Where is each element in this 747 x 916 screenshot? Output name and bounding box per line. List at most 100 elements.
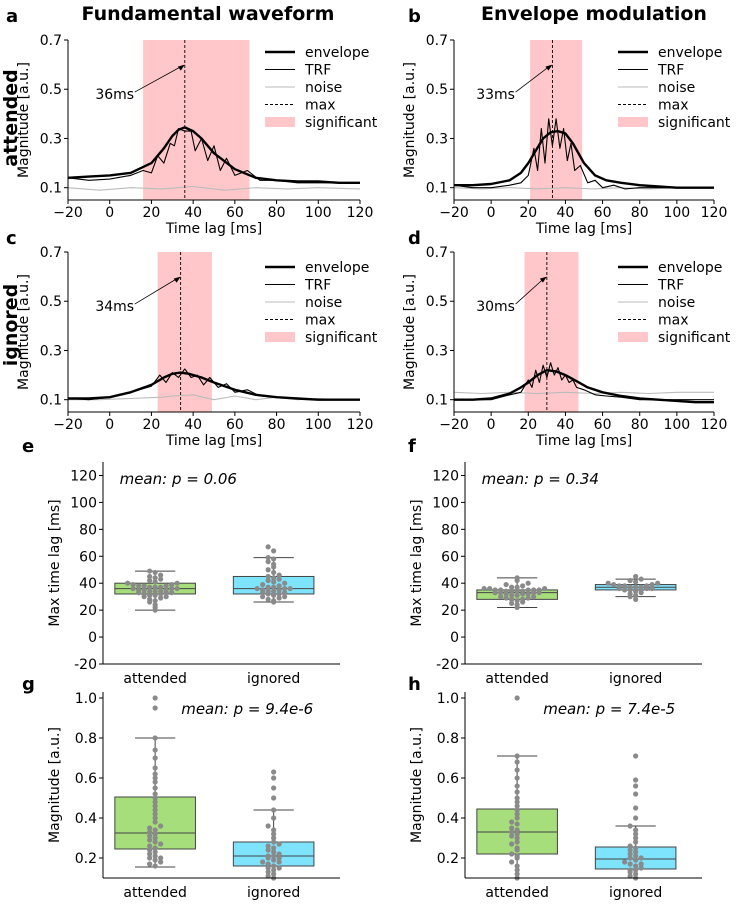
legend-label-max: max [658,98,689,114]
data-point [265,843,271,849]
column-title-fundamental: Fundamental waveform [82,3,335,25]
significant-band [157,252,212,412]
box-attended [476,575,558,611]
data-point [509,829,515,835]
y-tick-label: 0.3 [426,131,448,147]
data-point [509,588,515,594]
y-axis-label: Magnitude [a.u.] [47,727,63,843]
x-category-label: ignored [609,671,662,687]
panel-letter-h: h [408,674,421,695]
x-tick-label: 20 [143,417,161,433]
peak-arrow [515,65,551,93]
peak-label: 34ms [95,299,134,315]
data-point [514,803,520,809]
data-point [622,859,628,865]
x-tick-label: −20 [439,205,469,221]
y-tick-label: 0.3 [40,343,62,359]
data-point [271,769,277,775]
peak-arrow-head [177,64,185,71]
legend-swatch-significant [618,332,648,342]
y-tick-label: 60 [79,549,97,565]
data-point [276,595,282,601]
data-point [271,579,277,585]
data-point [627,847,633,853]
data-point [265,567,271,573]
box-attended [114,568,196,613]
y-tick-label: 100 [70,495,97,511]
data-point [265,559,271,565]
data-point [627,584,633,590]
data-point [271,556,277,562]
data-point [633,839,639,845]
data-point [622,587,628,593]
data-point [271,853,277,859]
x-tick-label: 20 [519,417,537,433]
data-point [492,587,498,593]
box-ignored [232,769,315,881]
data-point [271,785,277,791]
x-tick-label: 0 [487,417,496,433]
data-point [152,799,158,805]
data-point [514,807,520,813]
x-tick-label: 120 [347,205,374,221]
x-tick-label: 80 [268,205,286,221]
series-noise-line [67,185,361,191]
data-point [147,584,153,590]
data-point [531,587,537,593]
x-tick-label: 120 [347,417,374,433]
data-point [509,592,515,598]
series-envelope-line [454,369,714,404]
y-tick-label: 120 [432,468,459,484]
data-point [542,585,548,592]
data-point [633,863,639,869]
series-trf-line [453,118,714,190]
data-point [271,569,277,576]
data-point [271,835,277,841]
data-point [152,602,158,608]
data-point [271,588,277,594]
y-tick-label: 20 [441,603,459,619]
data-point [627,855,633,861]
panel-letter-g: g [22,674,35,695]
peak-arrow-head [545,64,553,71]
data-point [271,775,277,781]
y-tick-label: 60 [441,549,459,565]
data-point [152,705,158,711]
panels: a 36ms −20 0 20 40 60 80 100 120 0.1 0.3 0.5 0.7 Time … [6,6,731,901]
x-category-label: attended [123,885,186,901]
x-tick-label: 120 [701,205,728,221]
data-point [633,835,639,841]
data-point [130,585,136,592]
y-tick-label: 0.5 [426,82,448,98]
data-point [152,853,158,859]
legend-swatch-significant [265,332,295,342]
data-point [276,587,282,593]
data-point [282,594,288,600]
y-tick-label: 1.0 [437,691,459,707]
peak-arrow [515,277,546,305]
p-value-annotation: mean: p = 0.34 [482,470,599,488]
x-tick-label: 80 [631,417,649,433]
data-point [498,594,504,600]
panel-letter-d: d [408,228,421,249]
legend-swatch-significant [265,117,295,127]
y-axis-label: Max time lag [ms] [47,499,63,626]
data-point [147,843,153,849]
data-point [152,569,158,576]
data-point [509,819,515,825]
data-point [152,827,158,833]
x-tick-label: 60 [226,205,244,221]
data-point [265,865,271,871]
data-point [152,803,158,809]
data-point [271,561,277,567]
data-point [265,573,271,580]
x-tick-label: −20 [439,417,469,433]
data-point [514,775,520,781]
y-tick-label: 0.7 [40,245,62,261]
data-point [271,795,277,801]
data-point [271,871,277,877]
data-point [287,585,293,592]
series-envelope-line [68,371,360,401]
